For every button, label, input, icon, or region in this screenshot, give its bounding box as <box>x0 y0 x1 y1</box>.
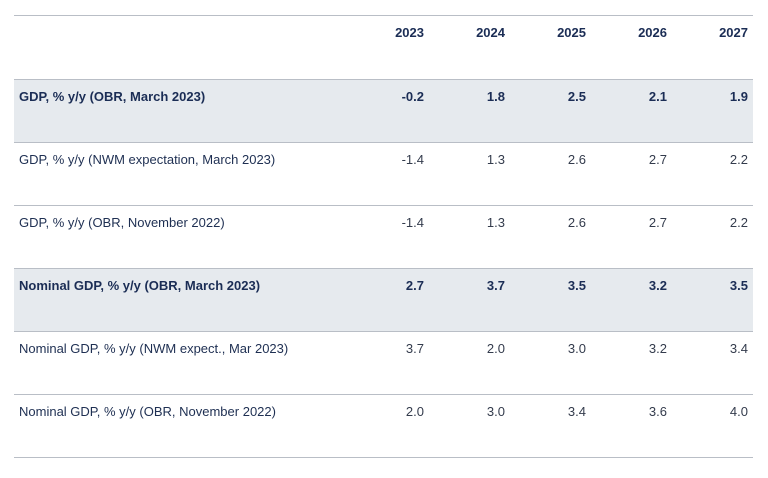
table-row: Nominal GDP, % y/y (OBR, March 2023) 2.7… <box>14 269 753 332</box>
row-label: Nominal GDP, % y/y (OBR, November 2022) <box>19 404 276 419</box>
table-cell: 3.7 <box>486 278 505 293</box>
column-header: 2024 <box>476 25 505 40</box>
table-row: Nominal GDP, % y/y (NWM expect., Mar 202… <box>14 332 753 395</box>
table-cell: 2.2 <box>729 152 748 167</box>
table-cell: -1.4 <box>401 215 424 230</box>
column-header: 2027 <box>719 25 748 40</box>
forecast-table: 2023 2024 2025 2026 2027 GDP, % y/y (OBR… <box>14 15 753 458</box>
table-cell: 3.0 <box>567 341 586 356</box>
table-cell: 2.7 <box>648 215 667 230</box>
table-cell: 2.0 <box>405 404 424 419</box>
table-cell: -1.4 <box>401 152 424 167</box>
table-cell: 1.8 <box>486 89 505 104</box>
table-cell: 2.6 <box>567 152 586 167</box>
row-label: Nominal GDP, % y/y (OBR, March 2023) <box>19 278 261 293</box>
table-row: GDP, % y/y (OBR, November 2022) -1.4 1.3… <box>14 206 753 269</box>
table-row: GDP, % y/y (NWM expectation, March 2023)… <box>14 143 753 206</box>
table-cell: 1.3 <box>486 152 505 167</box>
table-cell: 2.0 <box>486 341 505 356</box>
table-cell: 2.6 <box>567 215 586 230</box>
table-header-row: 2023 2024 2025 2026 2027 <box>14 16 753 80</box>
table-cell: 2.2 <box>729 215 748 230</box>
table-cell: 3.5 <box>729 278 748 293</box>
table-cell: 2.7 <box>405 278 424 293</box>
column-header: 2025 <box>557 25 586 40</box>
column-header: 2023 <box>395 25 424 40</box>
table-cell: 3.4 <box>567 404 586 419</box>
row-label: GDP, % y/y (OBR, November 2022) <box>19 215 225 230</box>
row-label: GDP, % y/y (NWM expectation, March 2023) <box>19 152 276 167</box>
table-cell: 3.5 <box>567 278 586 293</box>
table-cell: 1.3 <box>486 215 505 230</box>
table-cell: 3.7 <box>405 341 424 356</box>
row-label: GDP, % y/y (OBR, March 2023) <box>19 89 206 104</box>
table-cell: 2.7 <box>648 152 667 167</box>
table-cell: 3.0 <box>486 404 505 419</box>
table-row: Nominal GDP, % y/y (OBR, November 2022) … <box>14 395 753 458</box>
table-cell: 2.5 <box>567 89 586 104</box>
table-cell: 3.4 <box>729 341 748 356</box>
table-cell: 1.9 <box>729 89 748 104</box>
table-cell: -0.2 <box>401 89 424 104</box>
table-cell: 3.2 <box>648 341 667 356</box>
column-header: 2026 <box>638 25 667 40</box>
table-cell: 2.1 <box>648 89 667 104</box>
row-label: Nominal GDP, % y/y (NWM expect., Mar 202… <box>19 341 289 356</box>
table-cell: 3.2 <box>648 278 667 293</box>
table-cell: 4.0 <box>729 404 748 419</box>
table-cell: 3.6 <box>648 404 667 419</box>
table-row: GDP, % y/y (OBR, March 2023) -0.2 1.8 2.… <box>14 80 753 143</box>
